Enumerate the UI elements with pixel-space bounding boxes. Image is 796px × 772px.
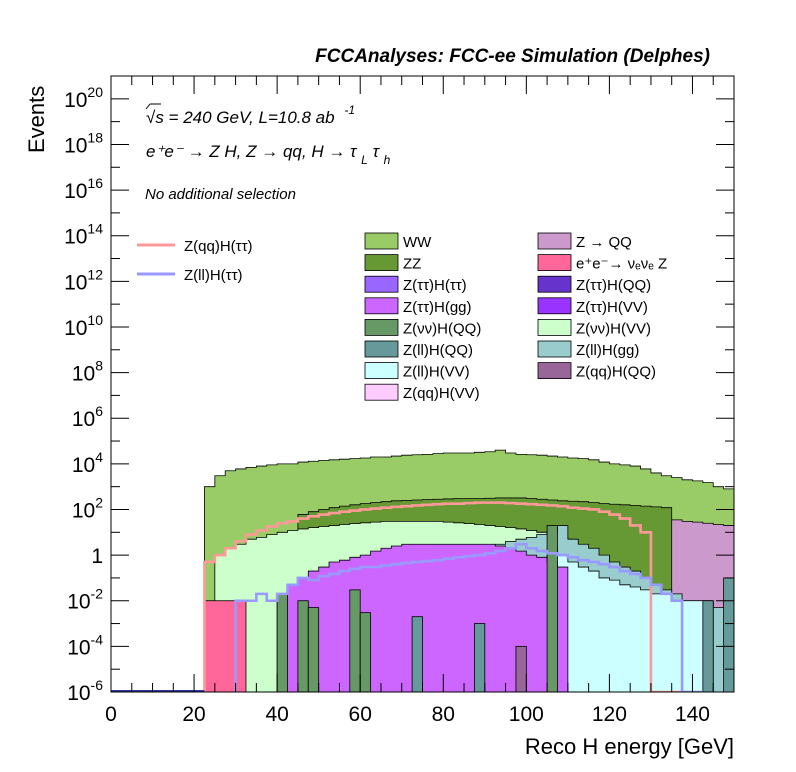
- legend-box-swatch: [537, 318, 572, 336]
- spike-bar-4: [307, 607, 320, 692]
- legend-box-label: Z(ll)H(VV): [403, 364, 470, 381]
- legend-box-swatch: [364, 232, 399, 250]
- legend-box-label: Z(qq)H(QQ): [576, 364, 656, 381]
- y-tick-label: 1016: [64, 175, 103, 203]
- spike-bar-6: [359, 612, 371, 692]
- x-axis-title: Reco H energy [GeV]: [525, 734, 734, 759]
- overlay-line-1: [234, 542, 703, 692]
- spike-bar-9: [515, 645, 527, 692]
- process-sub-h: h: [384, 153, 391, 167]
- x-tick-label: 120: [592, 703, 627, 726]
- y-tick-label: 1020: [64, 84, 103, 112]
- legend-box-label: Z(ll)H(QQ): [403, 342, 473, 359]
- x-tick-label: 80: [432, 703, 455, 726]
- legend-box-label: ZZ: [403, 256, 421, 273]
- legend-box-label: WW: [403, 234, 432, 251]
- legend-box-label: Z(ττ)H(ττ): [403, 277, 467, 294]
- spike-bar-3: [297, 600, 309, 692]
- spike-bar-11: [702, 600, 714, 692]
- x-tick-label: 0: [105, 703, 117, 726]
- spike-bar-7: [411, 616, 423, 692]
- legend-box-label: Z(qq)H(VV): [403, 385, 480, 402]
- y-tick-label: 10-4: [67, 631, 103, 659]
- annotation-energy-lumi: √s = 240 GeV, L=10.8 ab -1: [145, 103, 355, 127]
- legend-box-label: Z(ττ)H(VV): [576, 299, 648, 316]
- legend-box-swatch: [364, 362, 399, 380]
- legend-box-label: e⁺e⁻→ νₑνₑ Z: [576, 256, 667, 273]
- annotation-process: e⁺e⁻ → Z H, Z → qq, H → τ L τ h: [146, 142, 391, 168]
- overlay-line-0: [203, 501, 683, 692]
- x-tick-label: 40: [265, 703, 288, 726]
- spike-bar-5: [349, 589, 361, 692]
- legend-box-label: Z → QQ: [576, 234, 632, 251]
- energy-lumi-exponent: -1: [344, 103, 355, 117]
- legend: Z(qq)H(ττ) Z(ll)H(ττ) WW ZZ Z(ττ)H(ττ) Z(ττ)H…: [137, 232, 667, 402]
- y-tick-label: 1010: [64, 312, 103, 340]
- legend-box-swatch: [364, 340, 399, 358]
- y-tick-label: 108: [72, 358, 103, 386]
- spike-bar-10: [546, 525, 558, 692]
- y-tick-label: 1: [91, 545, 103, 568]
- legend-box-swatch: [364, 318, 399, 336]
- y-tick-label: 10-2: [67, 586, 103, 614]
- legend-line-label: Z(ll)H(ττ): [184, 267, 243, 284]
- y-axis-title: Events: [24, 86, 49, 153]
- legend-box-label: Z(ll)H(gg): [576, 342, 639, 359]
- legend-box-swatch: [537, 297, 572, 315]
- process-tau: τ: [373, 142, 381, 161]
- spike-bar-2: [276, 593, 288, 692]
- spike-bar-12: [723, 577, 734, 692]
- y-tick-label: 1018: [64, 129, 103, 157]
- process-text: e⁺e⁻ → Z H, Z → qq, H → τ: [146, 142, 358, 161]
- spike-bar-0: [204, 600, 247, 692]
- annotation-selection: No additional selection: [145, 186, 296, 203]
- legend-box-swatch: [537, 362, 572, 380]
- y-tick-label: 104: [72, 449, 103, 477]
- legend-box-swatch: [537, 254, 572, 272]
- chart-title: FCCAnalyses: FCC-ee Simulation (Delphes): [315, 46, 710, 67]
- x-tick-label: 100: [509, 703, 544, 726]
- y-tick-label: 1012: [64, 266, 103, 294]
- x-tick-label: 140: [675, 703, 710, 726]
- legend-box-swatch: [364, 383, 399, 401]
- y-tick-label: 10-6: [67, 677, 103, 705]
- legend-box-swatch: [364, 254, 399, 272]
- legend-box-swatch: [537, 275, 572, 293]
- legend-box-label: Z(νν)H(VV): [576, 320, 651, 337]
- legend-line-label: Z(qq)H(ττ): [184, 238, 253, 255]
- y-tick-label: 1014: [64, 221, 103, 249]
- x-tick-label: 60: [349, 703, 372, 726]
- plot-area: [111, 449, 734, 692]
- energy-lumi-text: √s = 240 GeV, L=10.8 ab: [146, 108, 335, 127]
- svg-text:√s = 240 GeV, L=10.8 ab: √s = 240 GeV, L=10.8 ab -1: [146, 103, 355, 127]
- spike-bar-8: [474, 623, 486, 692]
- axis-ticks: 0 20 40 60 80 100 120 140 10-6 10-4 10-2 1 102 104 106…: [64, 75, 735, 726]
- legend-box-label: Z(ττ)H(gg): [403, 299, 472, 316]
- x-tick-label: 20: [182, 703, 205, 726]
- legend-box-swatch: [364, 275, 399, 293]
- y-tick-label: 106: [72, 403, 103, 431]
- y-tick-label: 102: [72, 494, 103, 522]
- process-sub-L: L: [361, 153, 368, 167]
- legend-box-swatch: [537, 340, 572, 358]
- legend-box-swatch: [537, 232, 572, 250]
- legend-box-swatch: [364, 297, 399, 315]
- svg-text:e⁺e⁻ → Z H, Z → qq, H → τ: e⁺e⁻ → Z H, Z → qq, H → τ L τ h: [146, 142, 391, 168]
- legend-box-label: Z(νν)H(QQ): [403, 320, 481, 337]
- legend-box-label: Z(ττ)H(QQ): [576, 277, 651, 294]
